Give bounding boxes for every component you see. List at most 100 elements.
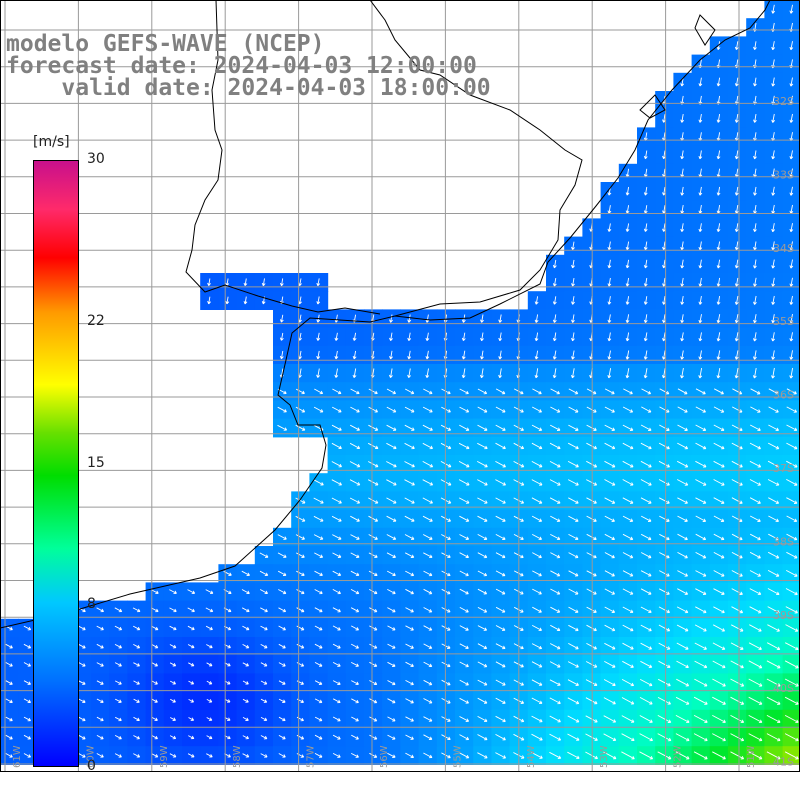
wind-arrow — [532, 606, 542, 613]
wind-arrow — [622, 552, 634, 559]
wind-arrow — [495, 625, 506, 631]
wind-arrow — [550, 552, 561, 559]
wind-arrow — [170, 698, 176, 703]
wind-arrow — [369, 698, 378, 704]
wind-cell — [782, 637, 800, 656]
wind-arrow — [151, 644, 159, 649]
wind-arrow — [676, 660, 689, 669]
wind-cell — [782, 709, 800, 729]
longitude-label: 60W — [85, 745, 96, 768]
wind-arrow — [641, 388, 652, 395]
wind-arrow — [405, 752, 414, 759]
wind-arrow — [78, 734, 86, 740]
wind-cell — [782, 746, 800, 765]
wind-arrow — [224, 717, 231, 721]
wind-arrow — [224, 698, 231, 703]
wind-arrow — [279, 278, 284, 287]
wind-arrow — [643, 314, 648, 323]
wind-arrow — [680, 368, 684, 379]
wind-arrow — [114, 753, 122, 758]
wind-arrow — [734, 277, 739, 287]
longitude-label: 51W — [746, 745, 757, 768]
wind-arrow — [259, 589, 268, 595]
wind-arrow — [640, 624, 652, 632]
wind-arrow — [386, 479, 397, 486]
wind-arrow — [641, 406, 652, 413]
wind-arrow — [458, 461, 470, 468]
wind-arrow — [768, 406, 779, 413]
wind-arrow — [789, 314, 794, 324]
wind-arrow — [748, 751, 763, 760]
wind-cell — [782, 691, 800, 711]
wind-arrow — [749, 515, 761, 522]
wind-arrow — [331, 479, 342, 486]
wind-arrow — [23, 680, 31, 685]
wind-arrow — [549, 661, 561, 668]
wind-arrow — [314, 753, 323, 758]
wind-arrow — [767, 460, 780, 468]
wind-arrow — [277, 424, 288, 431]
wind-arrow — [768, 515, 779, 523]
valid-date: valid date: 2024-04-03 18:00:00 — [6, 75, 491, 101]
wind-arrow — [786, 533, 798, 541]
wind-arrow — [731, 424, 743, 432]
wind-arrow — [477, 497, 488, 504]
wind-arrow — [405, 570, 415, 577]
wind-arrow — [423, 607, 433, 613]
wind-arrow — [334, 350, 339, 360]
latitude-label: 35S — [773, 315, 794, 328]
wind-arrow — [659, 424, 670, 431]
wind-arrow — [114, 643, 122, 649]
wind-arrow — [643, 259, 648, 269]
wind-arrow — [549, 643, 561, 650]
wind-cell — [782, 491, 800, 511]
wind-arrow — [766, 751, 781, 760]
wind-arrow — [277, 552, 287, 558]
wind-arrow — [279, 350, 284, 360]
wind-arrow — [295, 552, 305, 558]
wind-arrow — [169, 625, 177, 631]
wind-arrow — [734, 350, 739, 360]
wind-arrow — [96, 625, 104, 631]
wind-arrow — [334, 368, 339, 378]
wind-arrow — [586, 388, 597, 395]
wind-arrow — [766, 660, 781, 669]
wind-arrow — [571, 241, 575, 251]
wind-arrow — [549, 497, 561, 504]
wind-arrow — [151, 680, 158, 685]
wind-arrow — [404, 442, 415, 450]
wind-arrow — [367, 461, 379, 468]
wind-arrow — [604, 624, 616, 632]
wind-arrow — [151, 698, 158, 703]
wind-arrow — [716, 241, 721, 251]
wind-arrow — [695, 606, 707, 614]
wind-arrow — [549, 679, 561, 686]
wind-arrow — [114, 716, 122, 722]
wind-arrow — [260, 735, 268, 740]
wind-arrow — [495, 588, 506, 595]
wind-arrow — [730, 660, 744, 669]
wind-arrow — [607, 350, 612, 360]
wind-arrow — [734, 368, 739, 379]
wind-arrow — [368, 424, 379, 431]
wind-arrow — [753, 295, 757, 305]
wind-arrow — [422, 479, 434, 486]
wind-arrow — [768, 533, 780, 541]
wind-arrow — [206, 735, 213, 740]
wind-arrow — [259, 570, 269, 576]
wind-arrow — [567, 461, 579, 468]
wind-arrow — [349, 442, 361, 450]
wind-arrow — [767, 588, 780, 596]
wind-arrow — [622, 515, 634, 522]
wind-arrow — [675, 696, 690, 705]
wind-arrow — [224, 680, 231, 685]
wind-arrow — [604, 661, 616, 668]
wind-arrow — [314, 552, 324, 558]
wind-cell — [782, 655, 800, 674]
wind-arrow — [789, 186, 794, 196]
wind-arrow — [680, 350, 685, 360]
wind-arrow — [404, 497, 415, 504]
wind-arrow — [133, 698, 140, 703]
wind-arrow — [260, 717, 268, 722]
wind-arrow — [730, 751, 745, 760]
